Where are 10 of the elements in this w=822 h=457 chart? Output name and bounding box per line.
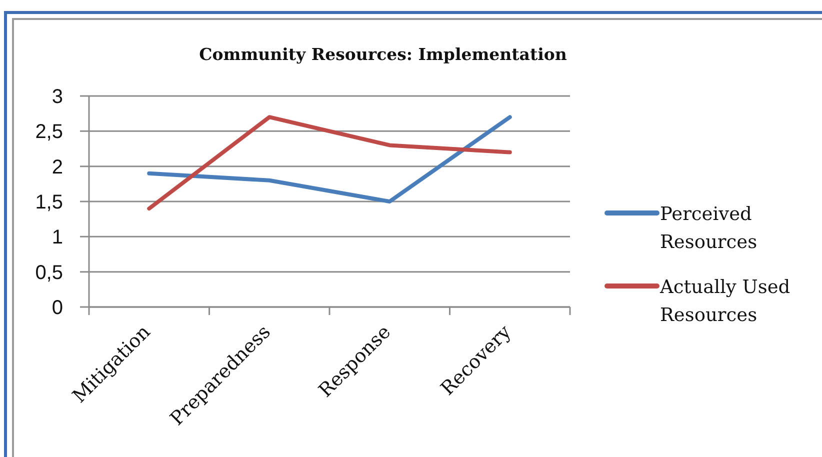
chart-title: Community Resources: Implementation bbox=[199, 45, 567, 64]
legend-label: Actually Used Resources bbox=[659, 277, 790, 326]
y-tick-label: 1 bbox=[52, 226, 63, 249]
y-tick-label: 0,5 bbox=[35, 262, 63, 284]
y-tick-label: 1,5 bbox=[35, 192, 63, 214]
y-tick-label: 2 bbox=[52, 156, 63, 178]
y-tick-label: 2,5 bbox=[35, 121, 63, 144]
legend-label: Perceived Resources bbox=[660, 204, 758, 253]
y-tick-label: 3 bbox=[52, 86, 63, 108]
y-tick-label: 0 bbox=[52, 297, 63, 319]
